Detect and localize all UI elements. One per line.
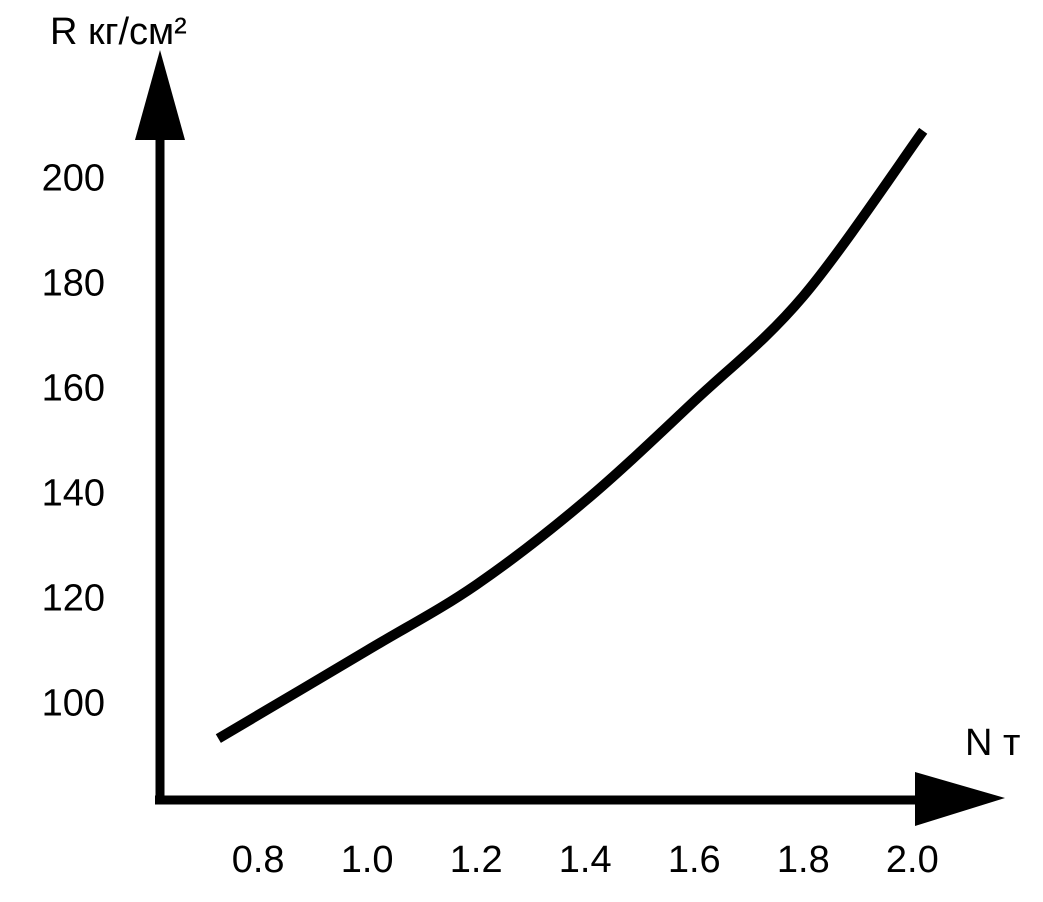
x-tick-label: 1.0 [341, 839, 394, 881]
y-tick-label: 140 [42, 473, 105, 515]
y-tick-label: 100 [42, 683, 105, 725]
y-axis-arrow [135, 50, 185, 140]
x-tick-label: 1.2 [450, 839, 503, 881]
y-tick-label: 160 [42, 368, 105, 410]
x-tick-label: 1.6 [668, 839, 721, 881]
x-tick-label: 2.0 [886, 839, 939, 881]
y-tick-label: 180 [42, 263, 105, 305]
x-axis-arrow [915, 772, 1005, 826]
y-axis-label: R кг/см² [50, 11, 187, 53]
x-tick-label: 0.8 [232, 839, 285, 881]
x-tick-label: 1.8 [777, 839, 830, 881]
x-axis-label: N т [965, 722, 1020, 764]
data-line [215, 127, 928, 743]
x-tick-label: 1.4 [559, 839, 612, 881]
y-tick-label: 200 [42, 158, 105, 200]
y-tick-label: 120 [42, 578, 105, 620]
